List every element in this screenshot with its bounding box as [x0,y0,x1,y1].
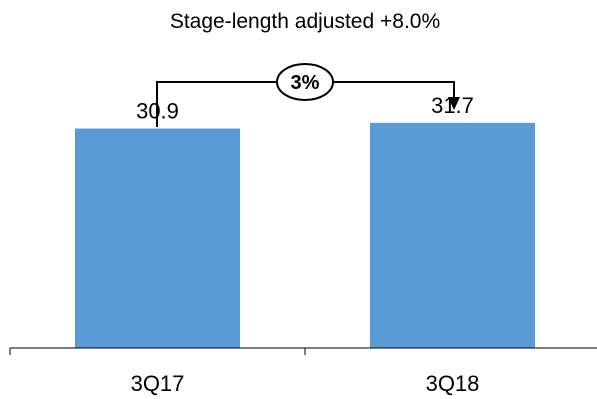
arrow-head-icon [448,97,460,110]
bar-3q17 [75,128,240,348]
x-tick-label-3q17: 3Q17 [131,371,185,396]
change-badge-text: 3% [291,72,320,94]
chart-title: Stage-length adjusted +8.0% [170,10,440,33]
x-tick-label-3q18: 3Q18 [426,371,480,396]
bar-3q18 [370,122,535,348]
change-badge [276,63,334,101]
